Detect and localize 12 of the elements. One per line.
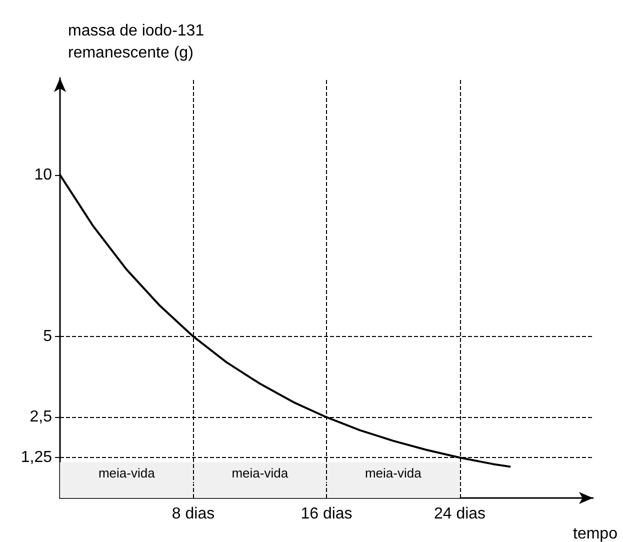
- y-tick-label: 10: [34, 166, 52, 184]
- y-tick-label: 5: [43, 328, 52, 345]
- band-label: meia-vida: [98, 465, 156, 480]
- band-label: meia-vida: [364, 465, 422, 480]
- y-tick-label: 1,25: [20, 449, 52, 466]
- x-tick-label: 24 dias: [434, 506, 486, 522]
- band-label: meia-vida: [232, 465, 289, 480]
- x-tick-label: 8 dias: [172, 506, 215, 522]
- x-axis-title: tempo: [573, 526, 618, 542]
- y-axis-title: massa de iodo-131 remanescente (g): [68, 22, 204, 62]
- x-tick-label: 16 dias: [300, 506, 352, 522]
- y-tick-label: 2,5: [30, 408, 52, 426]
